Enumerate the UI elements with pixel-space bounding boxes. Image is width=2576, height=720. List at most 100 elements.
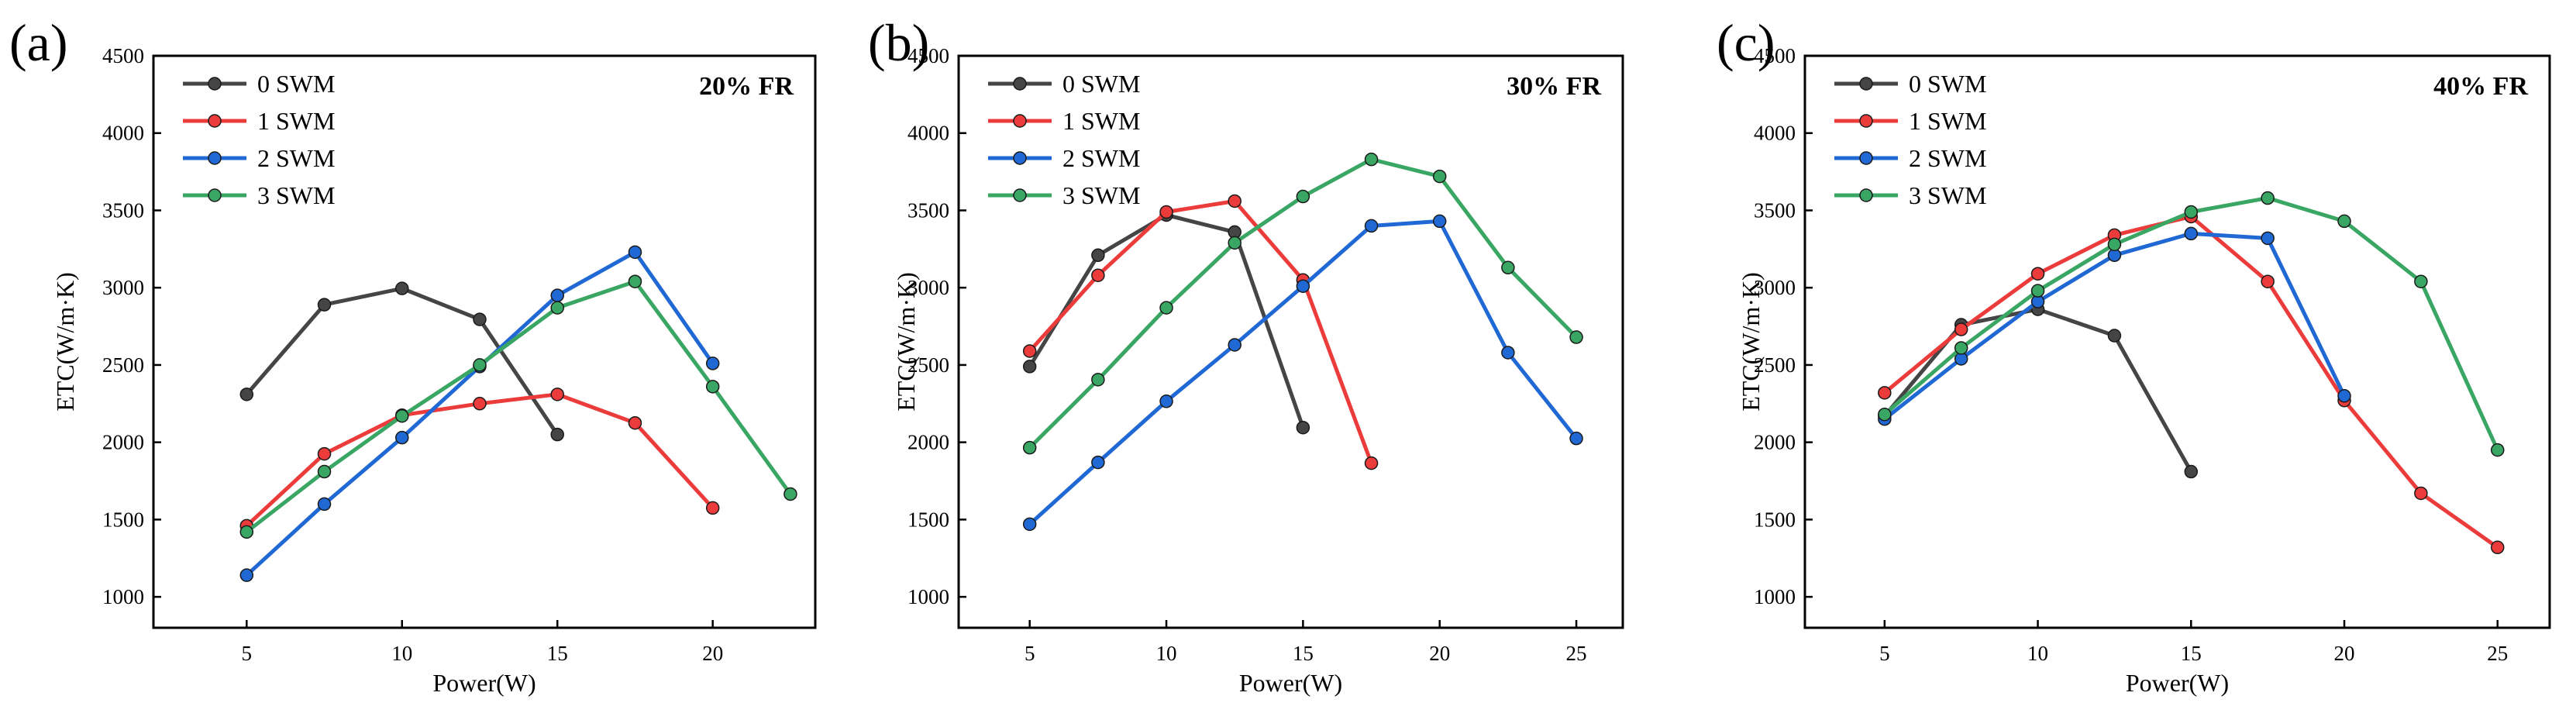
data-point	[2414, 486, 2428, 501]
data-point	[628, 245, 642, 260]
legend-swatch-marker	[208, 77, 222, 91]
series-0	[1878, 302, 2199, 479]
series-line	[245, 392, 715, 528]
x-tick-label: 15	[1293, 642, 1314, 665]
legend-entry: 3 SWM	[183, 181, 335, 209]
data-point	[317, 298, 332, 312]
series-line	[1883, 214, 2499, 549]
data-point	[1091, 455, 1105, 470]
condition-label: 30% FR	[1507, 72, 1601, 101]
x-axis-title: Power(W)	[432, 669, 536, 697]
legend-label: 2 SWM	[257, 144, 335, 172]
legend-entry: 0 SWM	[988, 70, 1140, 98]
x-tick-label: 10	[2027, 642, 2048, 665]
legend-swatch-marker	[1859, 151, 1873, 165]
x-tick-label: 25	[1566, 642, 1587, 665]
legend-label: 2 SWM	[1062, 144, 1140, 172]
x-tick-label: 25	[2487, 642, 2508, 665]
plot-frame	[957, 54, 1624, 629]
data-point	[317, 446, 332, 461]
chart-panel-1: (b) 1000 1500 2000 2500 3000 3500 4000 4500 5 10 15…	[868, 13, 1624, 697]
series-line	[245, 250, 715, 577]
panel-label: (b)	[868, 13, 929, 72]
legend-swatch-marker	[208, 151, 222, 165]
data-point	[239, 568, 254, 582]
series-line	[245, 279, 792, 534]
legend-entry: 2 SWM	[988, 144, 1140, 172]
series-3	[1878, 191, 2505, 457]
legend-entry: 2 SWM	[183, 144, 335, 172]
y-tick-label: 4000	[102, 122, 144, 145]
data-point	[1296, 279, 1310, 293]
y-tick-label: 2000	[1754, 431, 1796, 454]
x-axis-title: Power(W)	[2126, 669, 2229, 697]
data-point	[2491, 443, 2505, 457]
legend-label: 1 SWM	[1909, 107, 1986, 135]
condition-label: 20% FR	[699, 72, 794, 101]
legend-label: 1 SWM	[257, 107, 335, 135]
y-tick-label: 4500	[1754, 44, 1796, 67]
y-tick-label: 2500	[1754, 353, 1796, 377]
data-point	[1022, 517, 1037, 532]
data-point	[1228, 338, 1242, 352]
data-point	[2261, 231, 2275, 246]
y-axis-title: ETC(W/m·K)	[51, 272, 79, 412]
legend-entry: 1 SWM	[183, 107, 335, 135]
data-point	[1364, 456, 1379, 470]
legend-entry: 3 SWM	[1834, 181, 1986, 209]
y-tick-label: 4000	[907, 122, 949, 145]
data-point	[1228, 236, 1242, 250]
data-point	[2107, 237, 2122, 252]
data-point	[1569, 330, 1583, 344]
legend-label: 3 SWM	[257, 181, 335, 209]
y-tick-label: 1500	[102, 508, 144, 531]
y-tick-label: 2000	[907, 431, 949, 454]
legend-swatch-marker	[1013, 77, 1027, 91]
data-point	[395, 430, 409, 445]
legend-swatch-marker	[1013, 188, 1027, 202]
y-tick-label: 3000	[907, 276, 949, 299]
legend-entry: 0 SWM	[1834, 70, 1986, 98]
data-point	[317, 464, 332, 479]
data-point	[2337, 389, 2351, 403]
plot-frame	[152, 54, 817, 629]
y-tick-label: 4500	[907, 44, 949, 67]
data-point	[1022, 344, 1037, 358]
series-2	[1878, 226, 2351, 426]
data-point	[1364, 152, 1379, 167]
data-point	[628, 274, 642, 288]
condition-label: 40% FR	[2433, 72, 2528, 101]
data-point	[1091, 248, 1105, 263]
series-1	[1878, 209, 2505, 555]
data-point	[395, 281, 409, 295]
data-point	[1432, 214, 1447, 229]
data-point	[2337, 214, 2351, 229]
data-point	[1228, 194, 1242, 208]
data-point	[2261, 191, 2275, 205]
data-point	[550, 388, 564, 401]
data-point	[2030, 284, 2045, 298]
data-point	[1878, 407, 1892, 422]
legend-label: 3 SWM	[1909, 181, 1986, 209]
data-point	[628, 415, 642, 430]
y-tick-label: 2500	[102, 353, 144, 377]
data-point	[1296, 420, 1310, 435]
data-point	[1159, 394, 1173, 408]
data-point	[1159, 301, 1173, 315]
legend-label: 0 SWM	[1062, 70, 1140, 98]
data-point	[1364, 219, 1379, 233]
data-point	[2184, 464, 2199, 479]
data-point	[705, 380, 720, 394]
x-axis-title: Power(W)	[1239, 669, 1342, 697]
y-axis-title: ETC(W/m·K)	[1737, 272, 1765, 412]
chart-panel-2: (c) 1000 1500 2000 2500 3000 3500 4000 4500 5 10 15…	[1717, 13, 2551, 697]
data-point	[1091, 373, 1105, 387]
data-point	[239, 525, 254, 539]
plot-frame	[1803, 54, 2551, 629]
data-point	[2491, 540, 2505, 555]
data-point	[1878, 386, 1892, 400]
legend-swatch-marker	[208, 188, 222, 202]
y-tick-label: 2000	[102, 431, 144, 454]
